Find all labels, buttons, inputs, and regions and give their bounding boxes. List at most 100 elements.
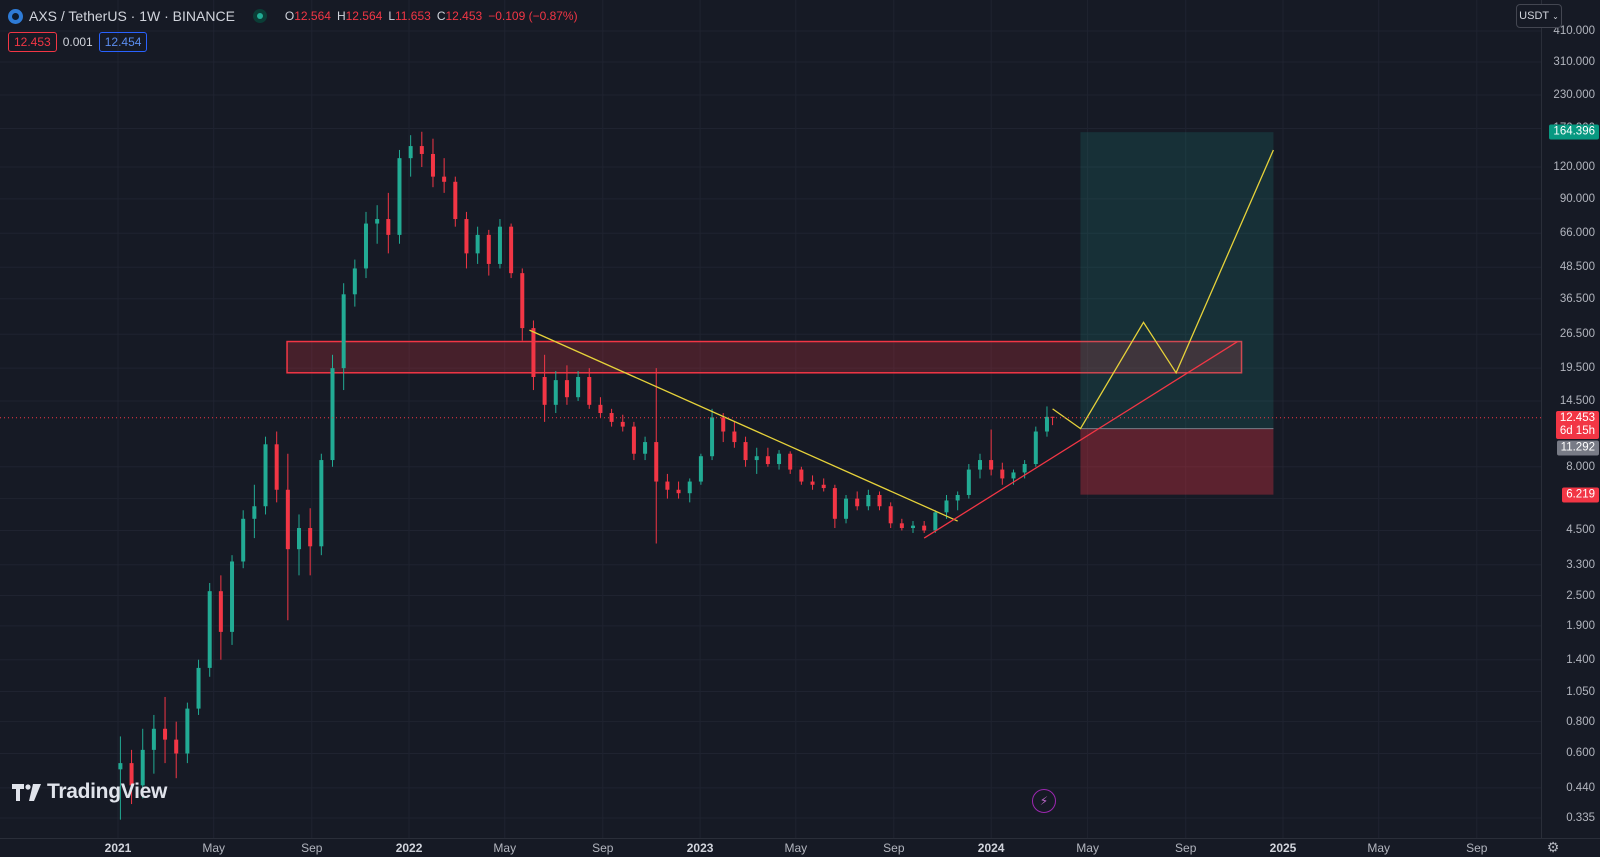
ohlc-value: 12.564 xyxy=(294,9,331,23)
tradingview-logo[interactable]: TradingView xyxy=(12,780,167,804)
stop-price-tag: 6.219 xyxy=(1562,487,1599,503)
chart-grid xyxy=(0,0,1541,838)
candle-up xyxy=(118,763,123,770)
ohlc-values: O12.564 H12.564 L11.653 C12.453 −0.109 (… xyxy=(285,9,578,23)
current-price-tag: 12.453 6d 15h xyxy=(1555,410,1599,439)
long-position-target-zone xyxy=(1080,132,1274,429)
descending-trendline xyxy=(529,329,958,522)
symbol-header: AXS / TetherUS · 1W · BINANCE O12.564 H1… xyxy=(8,6,578,26)
price-axis-label: 0.600 xyxy=(1566,747,1595,760)
candle-down xyxy=(308,528,313,547)
candle-down xyxy=(509,226,514,274)
candle-up xyxy=(911,525,916,529)
time-axis-label: May xyxy=(202,841,226,855)
spread-value: 0.001 xyxy=(62,35,93,49)
price-axis-label: 8.000 xyxy=(1566,460,1595,473)
candle-down xyxy=(899,523,904,529)
candle-down xyxy=(922,525,927,531)
chevron-down-icon: ⌄ xyxy=(1552,11,1559,21)
drawing-layer-front xyxy=(0,149,1541,539)
tradingview-mark-icon xyxy=(12,783,41,801)
time-axis-label: Sep xyxy=(592,841,614,855)
candle-down xyxy=(442,176,447,182)
candle-up xyxy=(944,500,949,513)
candle-down xyxy=(285,489,290,550)
gear-icon[interactable]: ⚙︎ xyxy=(1546,839,1560,855)
time-axis-label: Sep xyxy=(1466,841,1488,855)
price-axis-label: 66.000 xyxy=(1559,227,1595,240)
candle-down xyxy=(486,234,491,264)
buy-price-button[interactable]: 12.454 xyxy=(98,32,148,52)
candlestick-series xyxy=(118,131,1055,820)
ohlc-key: H xyxy=(336,9,346,23)
candle-down xyxy=(598,404,603,414)
candle-down xyxy=(788,453,793,470)
candle-up xyxy=(1022,464,1027,473)
currency-dropdown[interactable]: USDT ⌄ xyxy=(1516,4,1562,28)
time-axis-label: May xyxy=(493,841,517,855)
candle-down xyxy=(743,442,748,461)
candle-up xyxy=(576,377,581,398)
sell-price-button[interactable]: 12.453 xyxy=(8,32,57,52)
candle-up xyxy=(375,219,380,224)
time-axis-label: Sep xyxy=(883,841,905,855)
price-chart[interactable] xyxy=(0,0,1541,838)
candle-down xyxy=(765,456,770,465)
candle-up xyxy=(241,518,246,562)
candle-up xyxy=(397,158,402,235)
time-axis-label: 2023 xyxy=(686,841,714,855)
candle-down xyxy=(877,494,882,507)
candle-down xyxy=(129,763,134,786)
price-axis-label: 410.000 xyxy=(1553,25,1595,37)
candle-up xyxy=(553,380,558,405)
candle-up xyxy=(698,456,703,482)
market-status-icon[interactable] xyxy=(252,9,267,23)
candle-down xyxy=(888,506,893,524)
long-position-stop-zone xyxy=(1080,428,1274,495)
candle-down xyxy=(430,153,435,177)
candle-down xyxy=(855,498,860,507)
candle-up xyxy=(1011,472,1016,479)
price-axis-label: 0.335 xyxy=(1566,812,1595,824)
ohlc-key: C xyxy=(436,9,446,23)
candle-up xyxy=(844,498,849,519)
candle-down xyxy=(274,444,279,490)
price-axis-label: 14.500 xyxy=(1559,394,1595,407)
time-axis-label: 2025 xyxy=(1269,841,1297,855)
candle-up xyxy=(352,268,357,295)
axs-coin-icon xyxy=(8,8,23,24)
candle-down xyxy=(218,591,223,632)
symbol-title[interactable]: AXS / TetherUS · 1W · BINANCE xyxy=(29,8,235,24)
candle-down xyxy=(386,219,391,235)
ohlc-key: L xyxy=(388,9,396,23)
candle-down xyxy=(609,413,614,422)
candle-up xyxy=(777,453,782,465)
candle-down xyxy=(799,469,804,482)
price-axis-label: 4.500 xyxy=(1566,524,1595,537)
candle-down xyxy=(989,460,994,470)
price-axis-label: 0.440 xyxy=(1566,781,1595,794)
candle-up xyxy=(196,667,201,709)
candle-down xyxy=(810,481,815,485)
price-axis-label: 1.050 xyxy=(1566,685,1595,698)
candle-up xyxy=(408,146,413,159)
price-axis[interactable]: 410.000310.000230.000170.000120.00090.00… xyxy=(1541,0,1600,838)
price-axis-label: 36.500 xyxy=(1559,292,1595,305)
candle-up xyxy=(151,728,156,750)
price-axis-label: 2.500 xyxy=(1566,589,1595,602)
candle-up xyxy=(497,226,502,264)
time-axis-label: 2021 xyxy=(104,841,132,855)
price-axis-label: 3.300 xyxy=(1566,558,1595,571)
price-axis-label: 19.500 xyxy=(1559,362,1595,375)
lightning-icon[interactable]: ⚡︎ xyxy=(1032,789,1056,813)
bar-countdown: 6d 15h xyxy=(1559,424,1595,437)
candle-down xyxy=(821,484,826,489)
time-axis[interactable]: 2021 May Sep 2022 May Sep 2023 May Sep 2024 May Sep… xyxy=(0,838,1600,857)
candle-up xyxy=(754,456,759,461)
time-axis-label: May xyxy=(1076,841,1099,855)
candle-down xyxy=(163,728,168,740)
price-axis-label: 120.000 xyxy=(1553,161,1595,173)
candle-up xyxy=(140,749,145,786)
candle-down xyxy=(1000,469,1005,479)
brand-name: TradingView xyxy=(47,780,168,803)
